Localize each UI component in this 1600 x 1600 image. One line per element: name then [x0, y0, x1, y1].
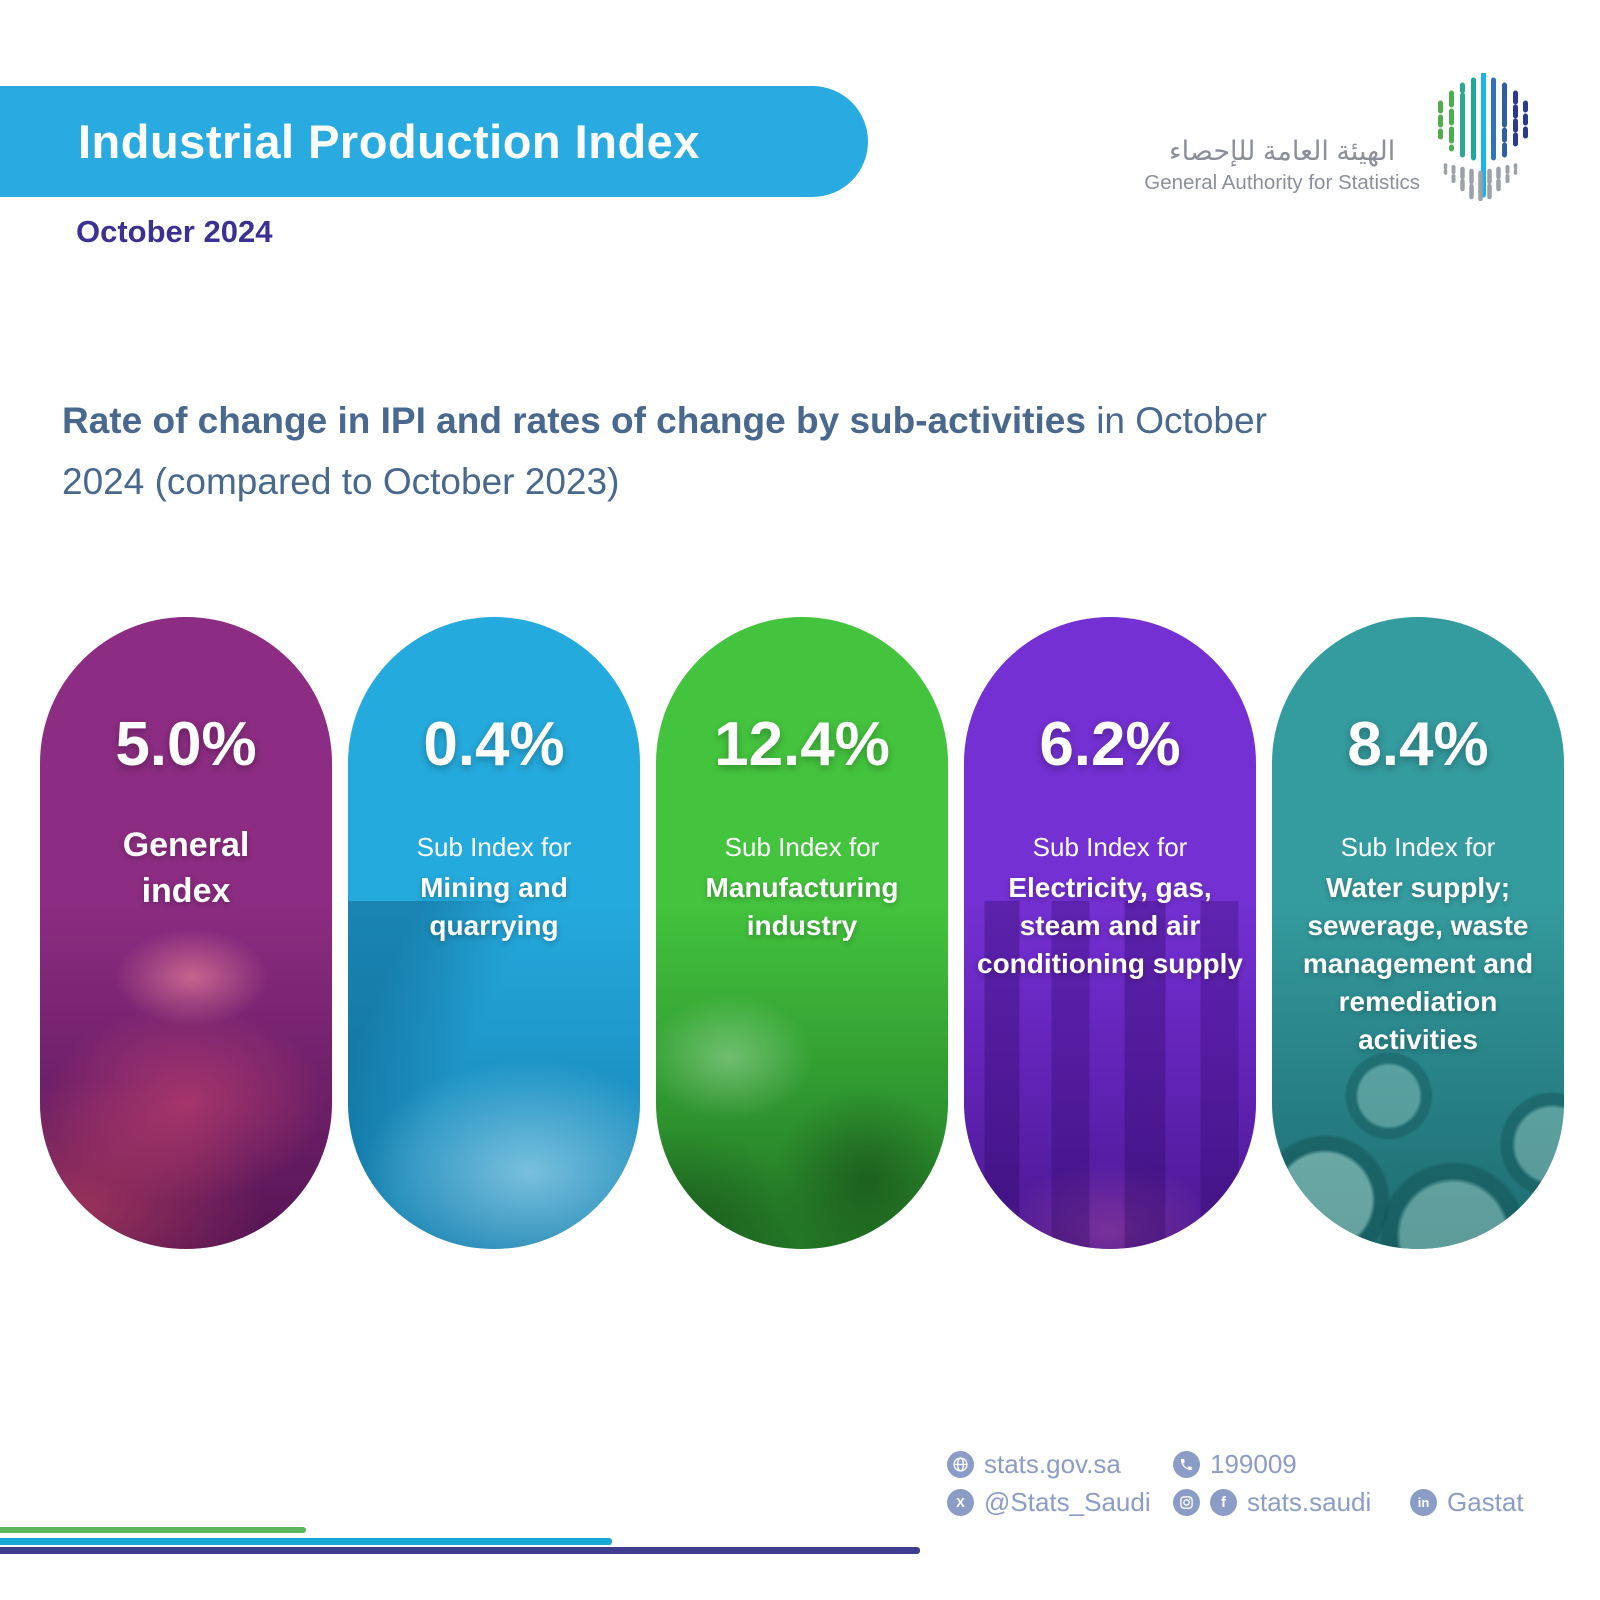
- index-cards: 5.0% General index 0.4% Sub Index for Mi…: [40, 617, 1564, 1249]
- card-water-supply: 8.4% Sub Index for Water supply; sewerag…: [1272, 617, 1564, 1249]
- section-heading: Rate of change in IPI and rates of chang…: [62, 390, 1467, 512]
- x-handle: @Stats_Saudi: [984, 1487, 1151, 1517]
- decorative-stripe-indigo: [0, 1547, 920, 1554]
- decorative-stripe-cyan: [0, 1538, 612, 1545]
- heading-bold-part: Rate of change in IPI and rates of chang…: [62, 400, 1086, 441]
- page-title: Industrial Production Index: [78, 115, 700, 168]
- phone-number: 199009: [1210, 1449, 1297, 1479]
- instagram-icon: [1173, 1489, 1200, 1516]
- org-name-arabic: الهيئة العامة للإحصاء: [1168, 136, 1396, 166]
- heading-regular-part: in October: [1085, 400, 1267, 441]
- mining-label: Mining and quarrying: [420, 872, 568, 941]
- globe-icon: [947, 1451, 974, 1478]
- pipes-photo: [1272, 901, 1564, 1249]
- machining-photo: [40, 901, 332, 1249]
- card-sub-label: Sub Index for: [1340, 832, 1496, 862]
- heading-line2: 2024 (compared to October 2023): [62, 461, 620, 502]
- org-name-english: General Authority for Statistics: [1144, 171, 1420, 194]
- card-sub-label: Sub Index for: [416, 832, 572, 862]
- linkedin-handle: Gastat: [1447, 1487, 1524, 1517]
- card-sub-label: Sub Index for: [1032, 832, 1188, 862]
- mining-photo: [348, 901, 640, 1249]
- mining-value: 0.4%: [423, 710, 565, 779]
- title-banner: Industrial Production Index: [0, 86, 868, 197]
- gastat-logo-mark: [1438, 73, 1528, 201]
- linkedin-icon: in: [1410, 1489, 1437, 1516]
- card-electricity-gas: 6.2% Sub Index for Electricity, gas, ste…: [964, 617, 1256, 1249]
- website-text: stats.gov.sa: [984, 1449, 1121, 1479]
- general-index-value: 5.0%: [115, 710, 257, 779]
- card-general-index: 5.0% General index: [40, 617, 332, 1249]
- website-link: stats.gov.sa: [947, 1449, 1121, 1480]
- decorative-stripe-green: [0, 1527, 306, 1533]
- linkedin-account: in Gastat: [1410, 1487, 1524, 1518]
- electricity-value: 6.2%: [1039, 710, 1181, 779]
- card-mining-quarrying: 0.4% Sub Index for Mining and quarrying: [348, 617, 640, 1249]
- electricity-label: Electricity, gas, steam and air conditio…: [977, 872, 1243, 979]
- card-sub-label: Sub Index for: [724, 832, 880, 862]
- manufacturing-label: Manufacturing industry: [705, 872, 899, 941]
- social-accounts: f stats.saudi: [1173, 1487, 1371, 1518]
- social-handle: stats.saudi: [1247, 1487, 1372, 1517]
- x-icon: X: [947, 1489, 974, 1516]
- report-period: October 2024: [76, 214, 273, 249]
- gastat-logo-text: الهيئة العامة للإحصاء General Authority …: [1144, 136, 1420, 195]
- phone-icon: [1173, 1451, 1200, 1478]
- manufacturing-photo: [656, 901, 948, 1249]
- x-account: X @Stats_Saudi: [947, 1487, 1151, 1518]
- facebook-icon: f: [1210, 1489, 1237, 1516]
- phone-contact: 199009: [1173, 1449, 1297, 1480]
- card-manufacturing: 12.4% Sub Index for Manufacturing indust…: [656, 617, 948, 1249]
- power-plant-photo: [964, 901, 1256, 1249]
- manufacturing-value: 12.4%: [714, 710, 890, 779]
- water-value: 8.4%: [1347, 710, 1489, 779]
- water-label: Water supply; sewerage, waste management…: [1302, 872, 1534, 1055]
- general-index-label: General index: [122, 826, 250, 910]
- gastat-logo: الهيئة العامة للإحصاء General Authority …: [1144, 73, 1530, 201]
